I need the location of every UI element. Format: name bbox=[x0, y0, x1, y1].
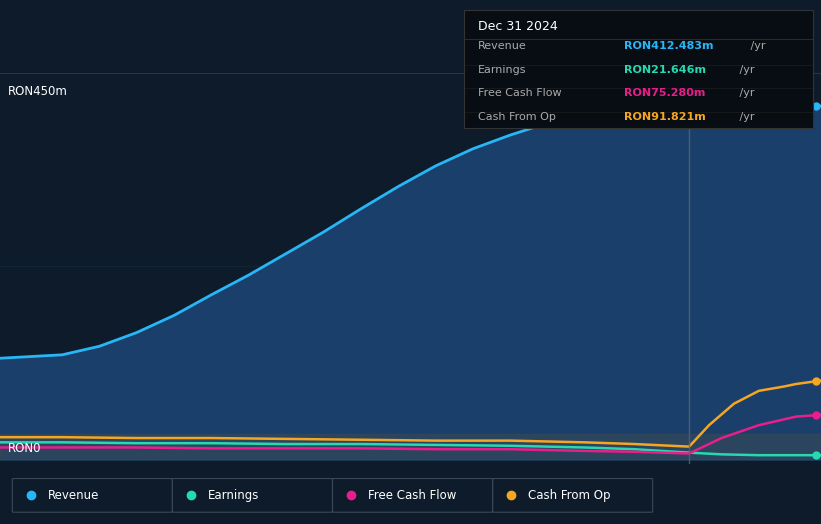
Text: Free Cash Flow: Free Cash Flow bbox=[368, 489, 456, 502]
Text: Cash From Op: Cash From Op bbox=[528, 489, 610, 502]
Text: /yr: /yr bbox=[736, 112, 754, 122]
Text: RON75.280m: RON75.280m bbox=[624, 88, 706, 99]
Text: Dec 31 2024: Dec 31 2024 bbox=[478, 20, 557, 33]
Text: RON450m: RON450m bbox=[8, 85, 68, 98]
Text: Revenue: Revenue bbox=[48, 489, 99, 502]
Text: Revenue: Revenue bbox=[478, 41, 526, 51]
Text: Past: Past bbox=[699, 85, 724, 98]
Text: Cash From Op: Cash From Op bbox=[478, 112, 556, 122]
Text: Earnings: Earnings bbox=[478, 65, 526, 75]
Text: RON91.821m: RON91.821m bbox=[624, 112, 706, 122]
Text: RON21.646m: RON21.646m bbox=[624, 65, 706, 75]
Text: RON0: RON0 bbox=[8, 442, 42, 454]
Text: /yr: /yr bbox=[736, 65, 754, 75]
Text: /yr: /yr bbox=[747, 41, 766, 51]
Text: /yr: /yr bbox=[736, 88, 754, 99]
Text: Earnings: Earnings bbox=[208, 489, 259, 502]
Text: Free Cash Flow: Free Cash Flow bbox=[478, 88, 562, 99]
Text: RON412.483m: RON412.483m bbox=[624, 41, 714, 51]
